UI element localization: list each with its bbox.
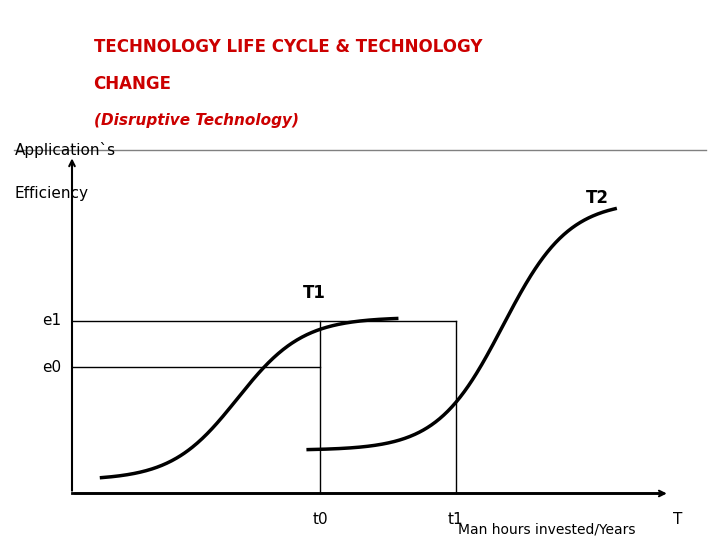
Text: Application`s: Application`s xyxy=(14,142,115,158)
Text: t1: t1 xyxy=(448,512,464,527)
Text: Efficiency: Efficiency xyxy=(14,186,89,200)
Text: (Disruptive Technology): (Disruptive Technology) xyxy=(94,113,299,127)
Text: Man hours invested/Years: Man hours invested/Years xyxy=(459,523,636,537)
Text: TECHNOLOGY LIFE CYCLE & TECHNOLOGY: TECHNOLOGY LIFE CYCLE & TECHNOLOGY xyxy=(94,38,482,56)
Text: T2: T2 xyxy=(585,190,608,207)
Text: e1: e1 xyxy=(42,313,61,328)
Text: e0: e0 xyxy=(42,360,61,375)
Text: T1: T1 xyxy=(302,284,325,302)
Text: CHANGE: CHANGE xyxy=(94,75,171,93)
Text: T: T xyxy=(673,512,683,527)
Text: t0: t0 xyxy=(312,512,328,527)
